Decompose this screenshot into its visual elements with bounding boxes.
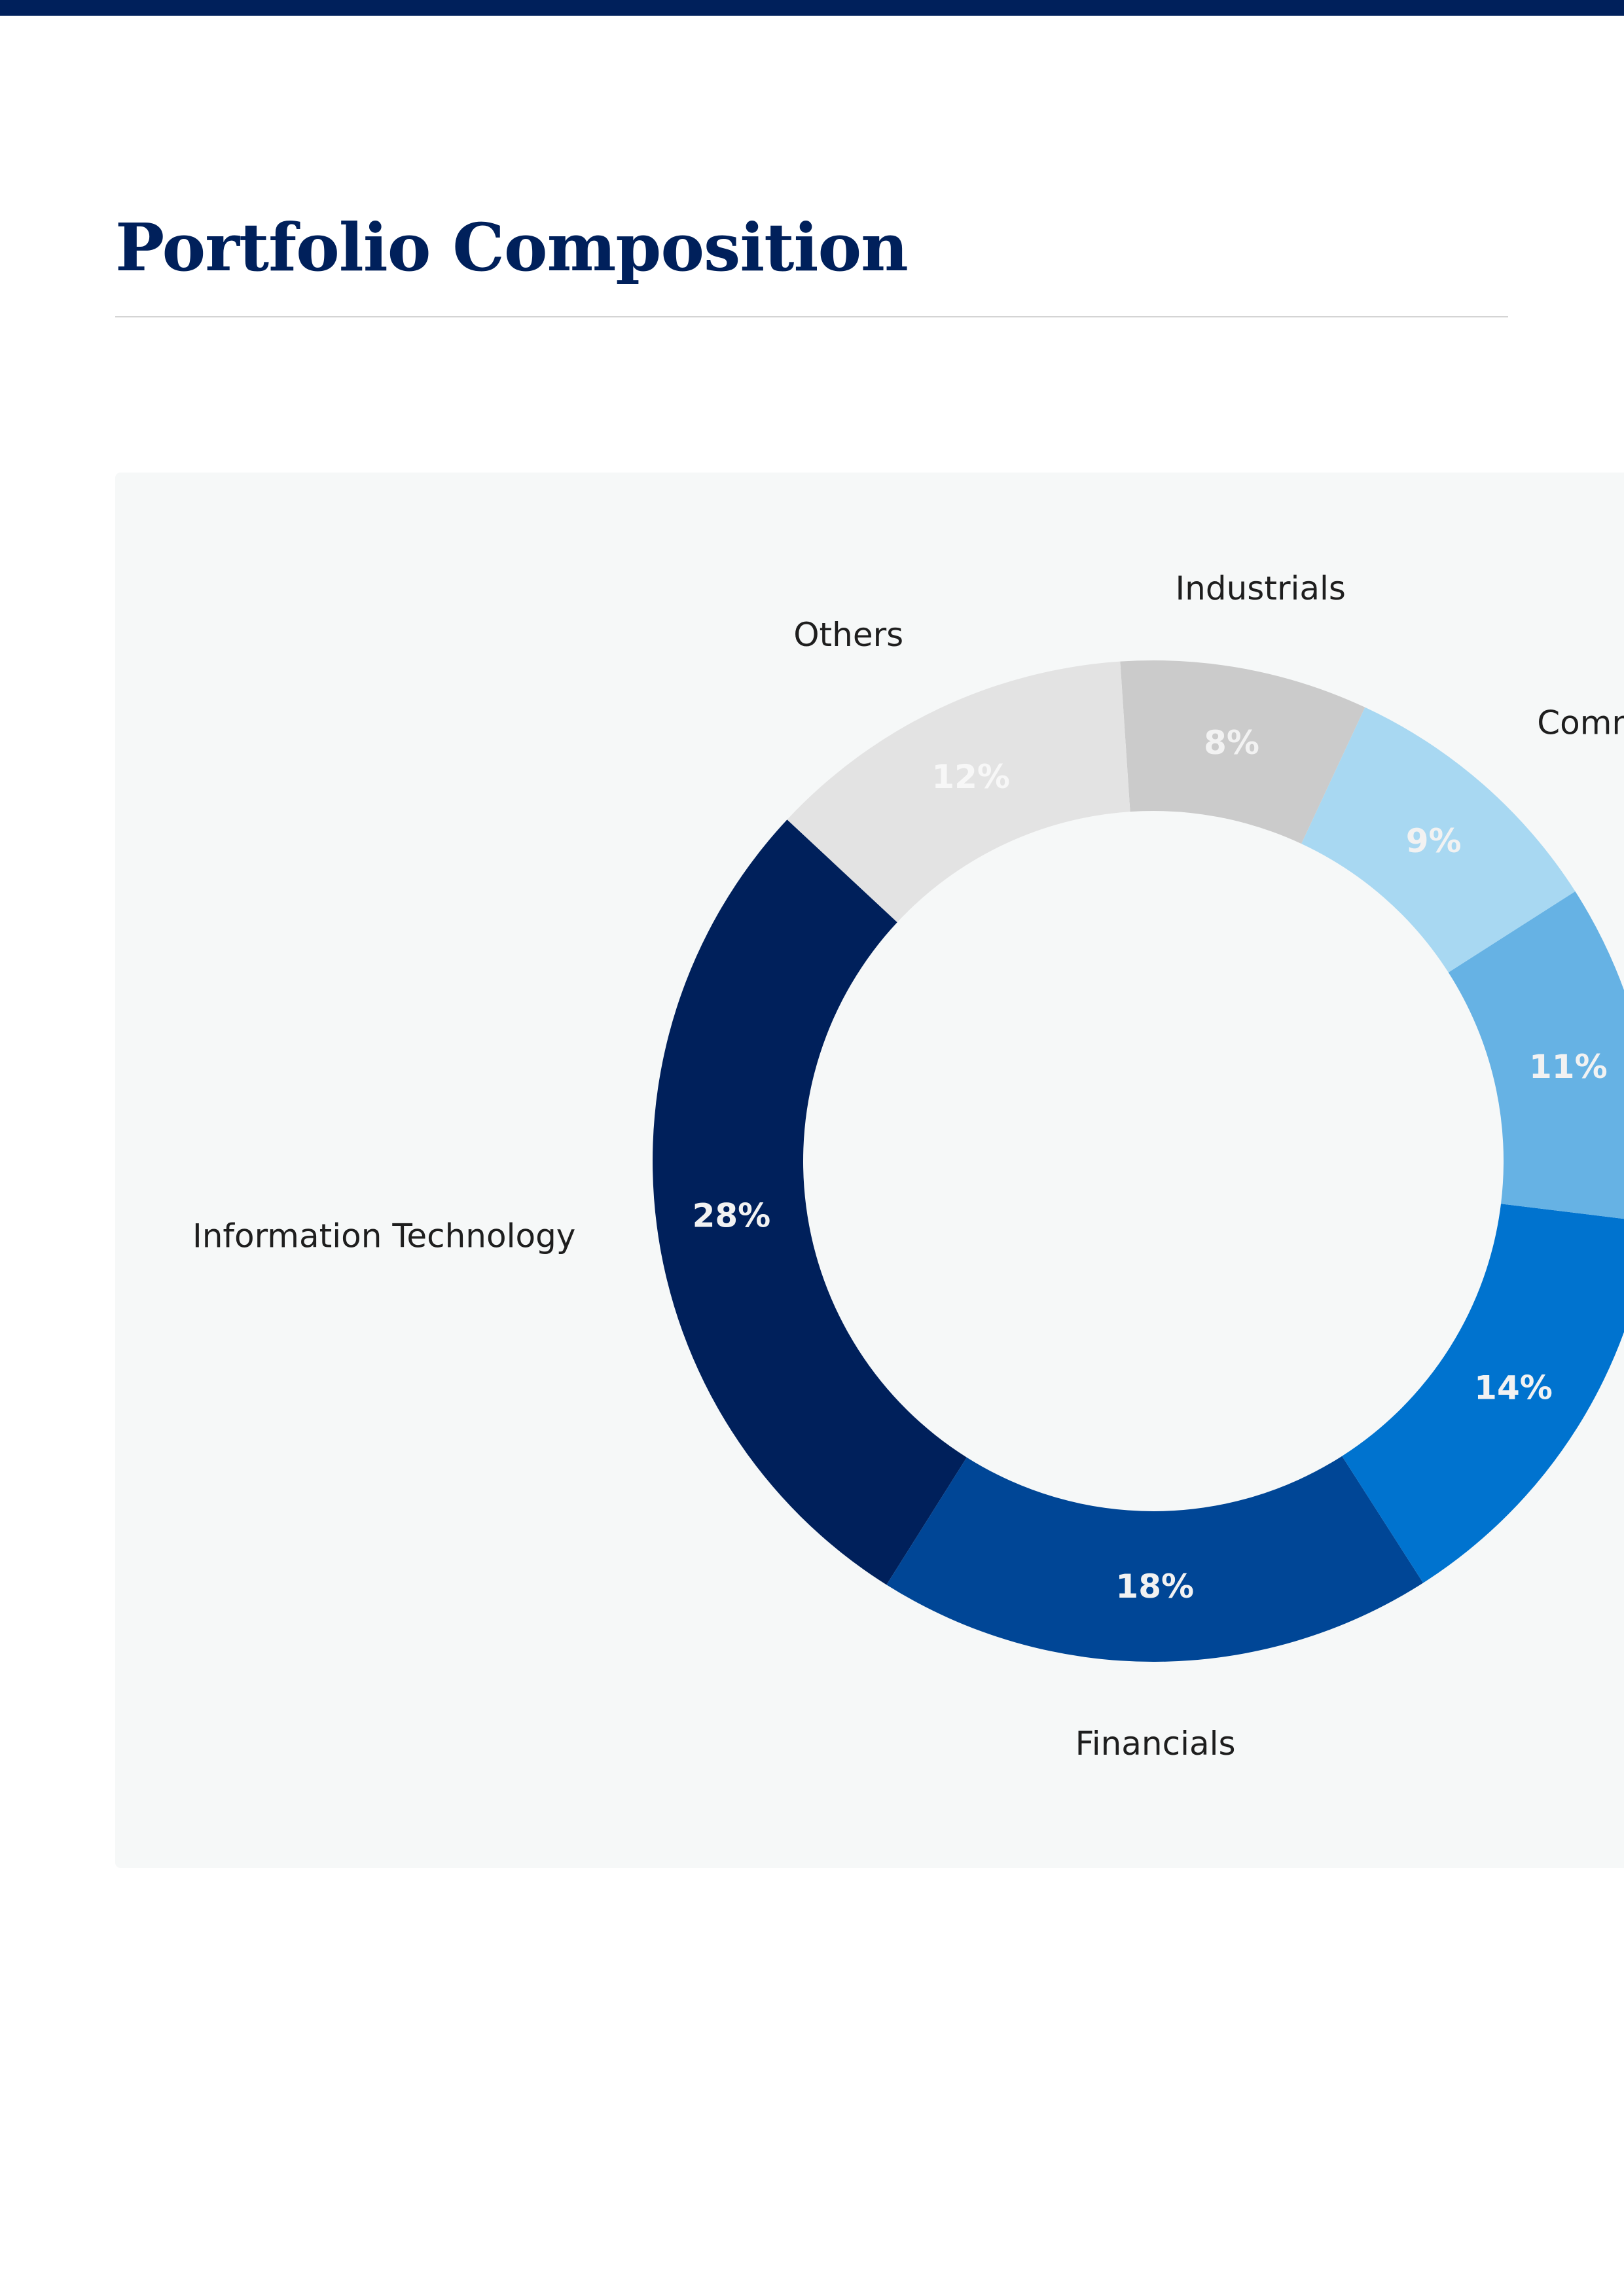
donut-chart: 28% Information Technology 18% Financials 14… [192, 569, 1624, 1763]
donut-slice-financials [886, 1456, 1424, 1662]
title-divider [115, 316, 1508, 317]
header-accent-bar [0, 0, 1624, 16]
slice-value-label: 28% [693, 1197, 771, 1235]
slice-category-label: Industrials [1175, 569, 1346, 607]
chart-panel: 28% Information Technology 18% Financials 14… [115, 473, 1624, 1868]
donut-slice-segment-3 [1342, 1204, 1624, 1583]
slice-value-label: 9% [1406, 822, 1462, 860]
donut-slice-segment-4 [1448, 891, 1624, 1219]
donut-slice-information-technology [653, 819, 967, 1585]
slice-category-label: Comm. [1537, 704, 1624, 742]
page-title: Portfolio Composition [115, 209, 909, 286]
donut-slice-industrials [1120, 660, 1365, 844]
slice-value-label: 14% [1474, 1369, 1553, 1407]
slice-value-label: 18% [1115, 1568, 1194, 1605]
slice-value-label: 8% [1204, 724, 1259, 762]
slice-category-label: Others [793, 616, 903, 654]
slice-category-label: Information Technology [192, 1217, 575, 1255]
slice-value-label: 11% [1529, 1048, 1608, 1086]
slice-value-label: 12% [931, 758, 1010, 796]
donut-slice-others [787, 661, 1130, 923]
slice-category-label: Financials [1075, 1725, 1236, 1763]
donut-slice-comm [1301, 707, 1576, 973]
